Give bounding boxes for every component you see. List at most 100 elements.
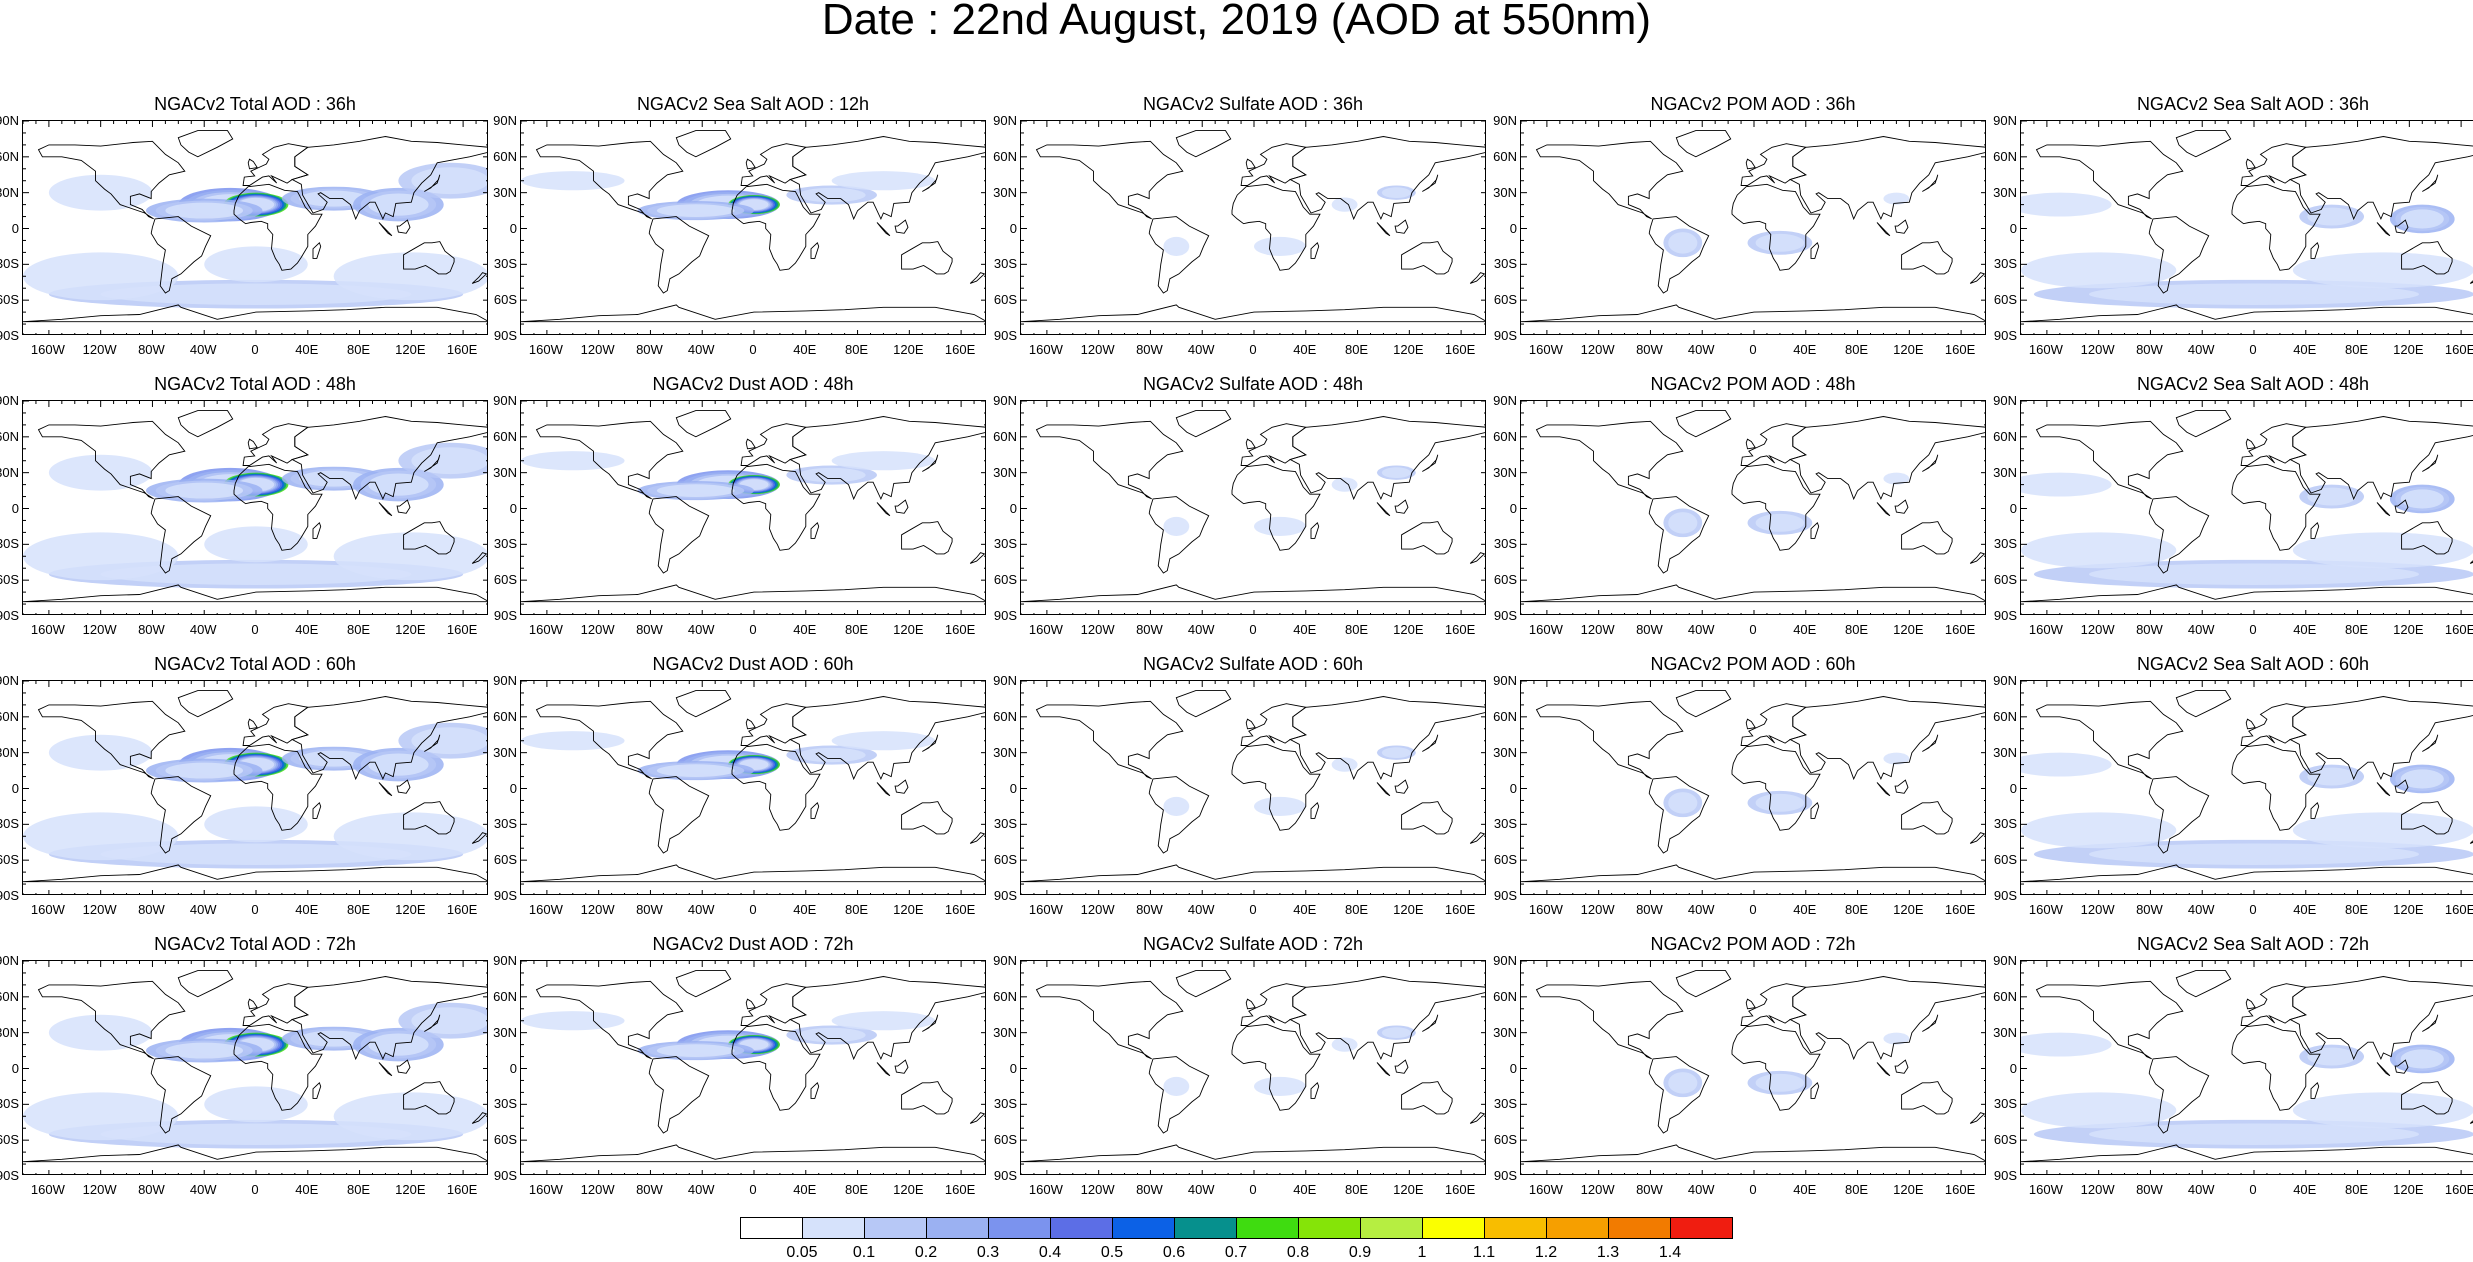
lat-label: 0	[1009, 220, 1017, 236]
lat-label: 90N	[993, 393, 1017, 408]
lat-label: 60N	[1993, 148, 2017, 164]
coastline	[1021, 864, 1485, 883]
coastline	[922, 1014, 939, 1032]
coastline	[242, 983, 309, 1026]
lon-label: 120E	[1393, 1182, 1424, 1197]
coastline	[2240, 423, 2307, 466]
coastline	[969, 832, 985, 844]
map-canvas	[1521, 961, 1985, 1174]
coastline	[969, 552, 985, 564]
panel-title: NGACv2 POM AOD : 60h	[1650, 654, 1856, 674]
colorbar-swatch	[988, 1217, 1051, 1239]
lon-label: 0	[749, 1182, 757, 1197]
lon-label: 80W	[636, 902, 663, 917]
lat-label: 0	[1509, 1060, 1517, 1076]
lon-label: 160W	[1528, 342, 1563, 357]
aod-contour	[2400, 769, 2444, 789]
panel-title: NGACv2 Sulfate AOD : 36h	[1142, 94, 1364, 114]
coastline	[1035, 700, 1184, 780]
aod-map	[520, 680, 986, 895]
lat-label: 0	[1509, 220, 1517, 236]
aod-contour	[48, 454, 153, 491]
colorbar-label: 0.7	[1224, 1244, 1248, 1261]
lon-label: 160E	[1944, 342, 1976, 357]
coastline	[740, 143, 807, 186]
coastline	[1231, 743, 1321, 831]
coastline	[731, 743, 821, 831]
lon-label: 40W	[2187, 1182, 2215, 1197]
coastline	[901, 1081, 953, 1115]
coastline	[1789, 416, 1985, 501]
aod-map	[520, 960, 986, 1175]
lat-label: 30S	[493, 1096, 517, 1112]
lat-label: 90N	[993, 673, 1017, 688]
lon-label: 160E	[1944, 902, 1976, 917]
lon-label: 120W	[82, 902, 117, 917]
coastline	[2422, 174, 2439, 192]
lon-label: 40W	[2187, 622, 2215, 637]
lat-label: 90S	[1493, 1168, 1517, 1183]
lat-label: 30S	[0, 1096, 19, 1112]
aod-contour	[2292, 532, 2473, 569]
lon-label: 80W	[1636, 342, 1663, 357]
coastline	[1745, 158, 1757, 170]
coastline	[403, 241, 455, 275]
lat-label: 30S	[493, 256, 517, 272]
coastline	[810, 802, 820, 819]
lon-label: 160E	[1944, 622, 1976, 637]
coastline	[23, 1144, 487, 1163]
panel-title: NGACv2 Dust AOD : 72h	[652, 934, 854, 954]
colorbar-label: 0.05	[786, 1244, 818, 1261]
coastline	[396, 779, 411, 794]
coastline	[535, 700, 684, 780]
coastline	[1422, 454, 1439, 472]
lon-label: 0	[749, 902, 757, 917]
lon-label: 40E	[2293, 1182, 2317, 1197]
lon-label: 120E	[395, 342, 426, 357]
coastline	[1394, 219, 1409, 234]
lat-label: 60S	[993, 852, 1017, 868]
aod-contour	[1381, 187, 1411, 199]
lon-label: 120W	[82, 342, 117, 357]
lon-label: 80W	[636, 622, 663, 637]
lon-label: 80W	[1636, 902, 1663, 917]
aod-contour	[23, 252, 179, 301]
coastline	[424, 454, 441, 472]
aod-contour	[1254, 796, 1306, 816]
lat-label: 0	[11, 500, 19, 516]
map-canvas	[521, 401, 985, 614]
coastline	[1021, 584, 1485, 603]
lon-label: 80E	[2344, 902, 2369, 917]
colorbar-swatch	[1174, 1217, 1237, 1239]
lat-label: 90N	[493, 393, 517, 408]
coastline	[1469, 832, 1485, 844]
coastline	[745, 998, 757, 1010]
page-title: Date : 22nd August, 2019 (AOD at 550nm)	[821, 0, 1652, 44]
lat-label: 0	[1009, 1060, 1017, 1076]
lon-label: 80E	[1344, 622, 1369, 637]
aod-contour	[1668, 232, 1698, 254]
coastline	[471, 832, 487, 844]
coastline	[894, 1059, 909, 1074]
aod-contour	[2400, 209, 2444, 229]
lon-label: 40W	[2187, 902, 2215, 917]
colorbar-swatch	[1050, 1217, 1113, 1239]
lat-label: 30N	[493, 464, 517, 480]
coastline	[1240, 143, 1307, 186]
coastline	[810, 1082, 820, 1099]
lat-label: 30S	[1993, 536, 2017, 552]
panel-title: NGACv2 POM AOD : 48h	[1650, 374, 1856, 394]
coastline	[247, 718, 259, 730]
map-canvas	[1021, 121, 1485, 334]
lon-label: 120E	[893, 342, 924, 357]
lon-label: 80E	[2344, 342, 2369, 357]
coastline	[2148, 776, 2210, 854]
aod-map	[2020, 120, 2473, 335]
lon-label: 120W	[2080, 1182, 2115, 1197]
lat-label: 90N	[1993, 953, 2017, 968]
coastline	[312, 802, 322, 819]
coastline	[894, 779, 909, 794]
aod-contour	[2400, 1049, 2444, 1069]
panel-title: NGACv2 Dust AOD : 48h	[652, 374, 854, 394]
panel-title: NGACv2 Total AOD : 36h	[154, 94, 356, 114]
